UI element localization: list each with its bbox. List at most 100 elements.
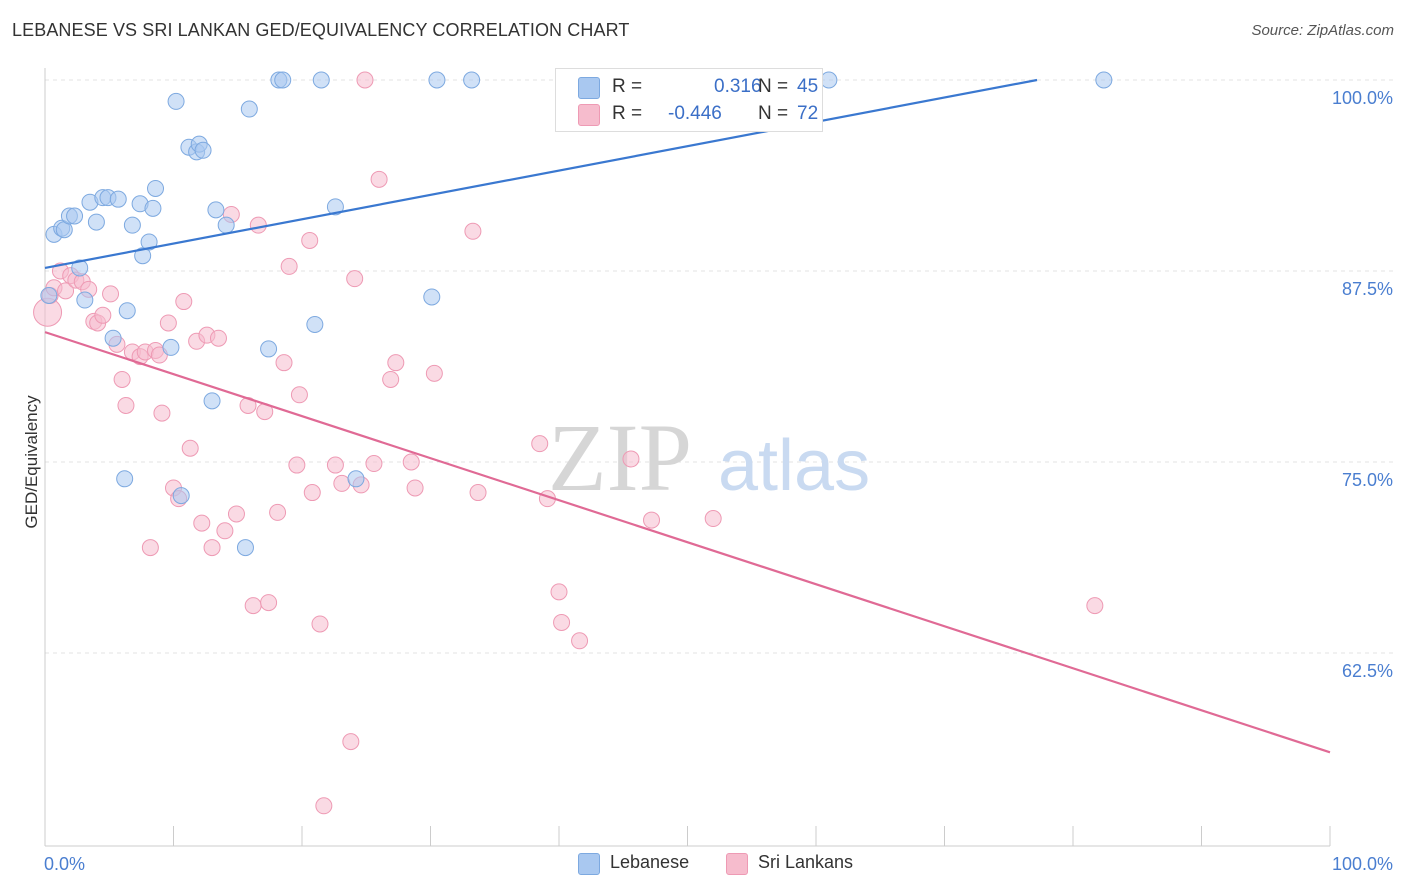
legend-r-label: R = (612, 76, 643, 97)
lebanese-point (76, 291, 94, 309)
sri-lankans-point (365, 455, 383, 473)
lebanese-point (147, 179, 165, 197)
legend-n-label: N = (758, 103, 789, 124)
lebanese-point (274, 71, 292, 89)
sri-lankans-point (275, 354, 293, 372)
y-axis-label: GED/Equivalency (22, 395, 41, 529)
lebanese-point (217, 216, 235, 234)
sri-lankans-point (216, 522, 234, 540)
sri-lankans-point (153, 404, 171, 422)
lebanese-point (40, 286, 58, 304)
lebanese-point (820, 71, 838, 89)
sri-lankans-point (315, 797, 333, 815)
sri-lankans-point (159, 314, 177, 332)
lebanese-point (140, 233, 158, 251)
sri-lankans-point (326, 456, 344, 474)
lebanese-point (463, 71, 481, 89)
watermark-zip: ZIP (548, 404, 692, 511)
sri-lankans-point (117, 396, 135, 414)
sri-lankans-point (280, 257, 298, 275)
lebanese-point (118, 302, 136, 320)
sri-lankans-point (193, 514, 211, 532)
sri-lankans-point (209, 329, 227, 347)
y-tick-label: 87.5% (1342, 279, 1393, 299)
x-axis-ticks (173, 826, 1331, 846)
gridlines (45, 79, 1393, 654)
sri-lankans-point (550, 583, 568, 601)
sri-lankans-point (370, 170, 388, 188)
sri-lankans-point (301, 231, 319, 249)
sri-lankans-point (387, 354, 405, 372)
legend-r-value: 0.316 (714, 76, 762, 97)
lebanese-point (347, 470, 365, 488)
chart-title: LEBANESE VS SRI LANKAN GED/EQUIVALENCY C… (12, 20, 630, 40)
trend-lines (44, 78, 1331, 754)
sri-lankans-point (553, 613, 571, 631)
lebanese-point (326, 198, 344, 216)
sri-lankans-point (203, 539, 221, 557)
watermark-atlas: atlas (718, 426, 870, 506)
lebanese-point (172, 487, 190, 505)
bottom-legend-swatch-sri-lankans (726, 853, 748, 875)
legend-r-value: -0.446 (668, 103, 722, 124)
lebanese-point (71, 259, 89, 277)
legend-r-label: R = (612, 103, 643, 124)
sri-lankans-point (102, 285, 120, 303)
sri-lankans-point (113, 370, 131, 388)
legend-n-label: N = (758, 76, 789, 97)
sri-lankans-point (141, 539, 159, 557)
lebanese-point (428, 71, 446, 89)
sri-lankans-point (571, 632, 589, 650)
lebanese-point (109, 190, 127, 208)
sri-lankans-point (643, 511, 661, 529)
lebanese-point (87, 213, 105, 231)
lebanese-point (144, 199, 162, 217)
sri-lankans-point (356, 71, 374, 89)
sri-lankans-point (57, 282, 75, 300)
sri-lankans-point (175, 293, 193, 311)
sri-lankans-point (311, 615, 329, 633)
sri-lankans-point (346, 270, 364, 288)
sri-lankans-point (622, 450, 640, 468)
y-axis-tick-labels: 100.0% 87.5% 75.0% 62.5% (1332, 88, 1393, 681)
source-credit: Source: ZipAtlas.com (1251, 22, 1394, 39)
lebanese-point (123, 216, 141, 234)
lebanese-point (240, 100, 258, 118)
x-tick-label-max: 100.0% (1332, 854, 1393, 874)
sri-lankans-point (406, 479, 424, 497)
y-tick-label: 75.0% (1342, 470, 1393, 490)
sri-lankans-point (704, 510, 722, 528)
sri-lankans-point (94, 306, 112, 324)
sri-lankans-trend-line (44, 331, 1331, 754)
bottom-legend-label: Sri Lankans (758, 852, 854, 872)
sri-lankans-point (290, 386, 308, 404)
lebanese-point (312, 71, 330, 89)
sri-lankans-point (269, 503, 287, 521)
sri-lankans-point (425, 364, 443, 382)
bottom-legend-label: Lebanese (610, 852, 690, 872)
sri-lankans-point (1086, 597, 1104, 615)
legend-swatch-lebanese (578, 77, 600, 99)
sri-lankans-point (464, 222, 482, 240)
lebanese-point (1095, 71, 1113, 89)
sri-lankans-point (382, 370, 400, 388)
lebanese-point (167, 92, 185, 110)
bottom-legend-swatch-lebanese (578, 853, 600, 875)
lebanese-point (236, 539, 254, 557)
watermark: ZIP atlas (548, 404, 870, 511)
lebanese-trend-line (44, 78, 1038, 270)
sri-lankans-point (402, 453, 420, 471)
legend-n-value: 45 (797, 76, 819, 97)
sri-lankans-point (469, 484, 487, 502)
lebanese-point (134, 247, 152, 265)
legend-n-value: 72 (797, 103, 819, 124)
lebanese-point (116, 470, 134, 488)
legend-swatch-sri-lankans (578, 104, 600, 126)
sri-lankans-point (227, 505, 245, 523)
sri-lankans-point (303, 484, 321, 502)
sri-lankans-point (260, 594, 278, 612)
sri-lankans-point (249, 216, 267, 234)
y-tick-label: 62.5% (1342, 661, 1393, 681)
lebanese-point (423, 288, 441, 306)
